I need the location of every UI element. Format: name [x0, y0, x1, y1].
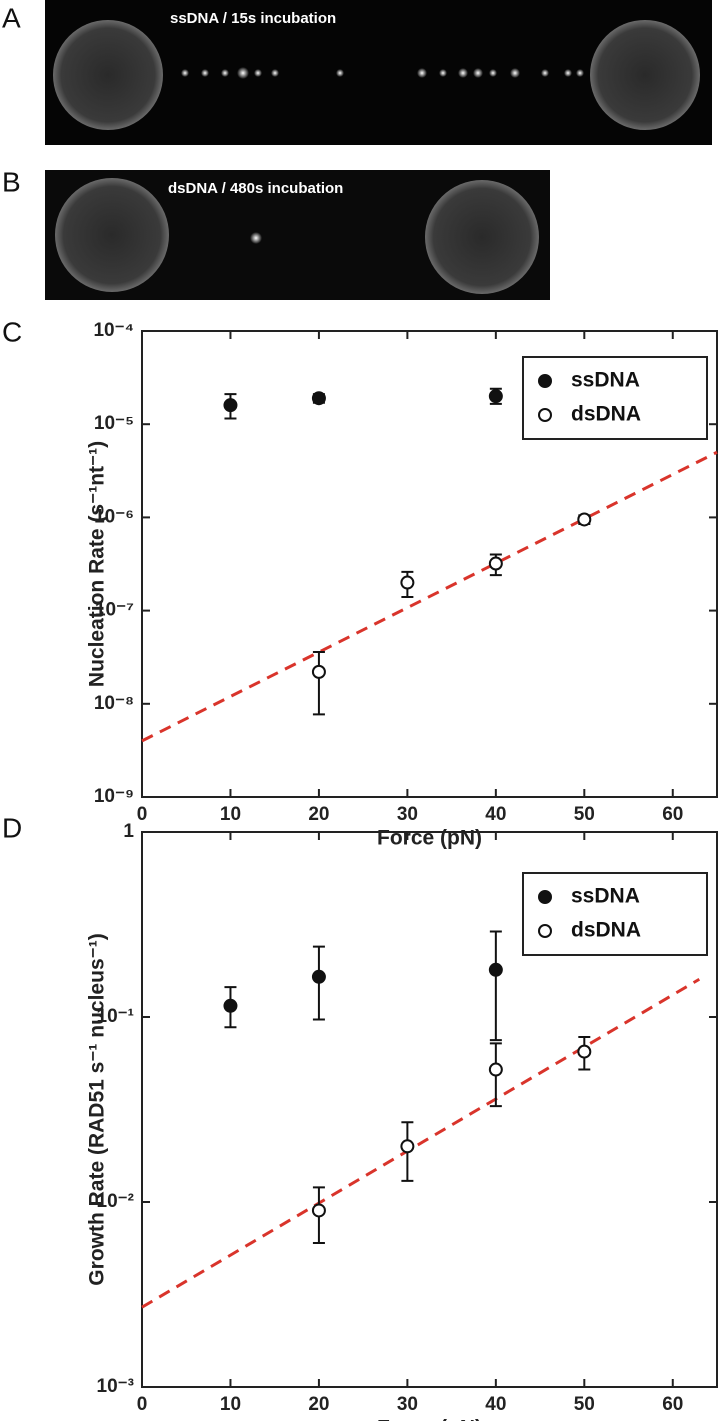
y-tick-label: 10⁻⁸ [94, 693, 134, 714]
panel-label: C [2, 316, 22, 347]
y-tick-label: 10⁻⁶ [94, 506, 134, 527]
legend-marker [538, 374, 552, 388]
y-tick-label: 10⁻³ [97, 1376, 135, 1397]
x-axis-title: Force (pN) [377, 827, 482, 850]
panel-label: A [2, 2, 21, 33]
marker [488, 389, 503, 404]
y-tick-label: 10⁻⁹ [94, 786, 134, 807]
legend-label: ssDNA [571, 885, 640, 908]
x-tick-label: 50 [574, 1394, 595, 1415]
legend-label: ssDNA [571, 369, 640, 392]
x-tick-label: 20 [308, 1394, 329, 1415]
x-tick-label: 40 [485, 1394, 506, 1415]
y-tick-label: 10⁻¹ [97, 1006, 135, 1027]
marker [488, 1062, 503, 1077]
y-tick-label: 10⁻⁷ [95, 600, 134, 621]
y-tick-label: 10⁻⁴ [93, 320, 134, 341]
x-tick-label: 60 [662, 804, 683, 825]
y-tick-label: 1 [123, 821, 134, 842]
y-tick-label: 10⁻⁵ [94, 413, 134, 434]
x-tick-label: 20 [308, 804, 329, 825]
error-bar [489, 930, 502, 1042]
y-axis-title: Growth Rate (RAD51 s⁻¹ nucleus⁻¹) [86, 933, 109, 1285]
legend-box [522, 872, 708, 956]
x-tick-label: 10 [220, 804, 241, 825]
plot-frame [141, 330, 718, 798]
x-tick-label: 10 [220, 1394, 241, 1415]
marker [488, 962, 503, 977]
image-label: ssDNA / 15s incubation [170, 10, 336, 27]
plot-frame [141, 831, 718, 1388]
marker [311, 391, 326, 406]
marker [311, 969, 326, 984]
error-bar [312, 650, 325, 716]
marker [311, 664, 326, 679]
panel-label: D [2, 812, 22, 843]
y-tick-label: 10⁻² [97, 1191, 135, 1212]
marker [577, 1044, 592, 1059]
micrograph-a: ssDNA / 15s incubation [45, 0, 712, 145]
legend-label: dsDNA [571, 919, 641, 942]
legend-marker [538, 924, 552, 938]
x-tick-label: 0 [137, 804, 148, 825]
x-tick-label: 40 [485, 804, 506, 825]
fit-line [141, 977, 701, 1309]
marker [577, 512, 592, 527]
legend-box [522, 356, 708, 440]
marker [400, 1139, 415, 1154]
legend-label: dsDNA [571, 403, 641, 426]
x-axis-title: Force (pN) [377, 1417, 482, 1421]
x-tick-label: 60 [662, 1394, 683, 1415]
x-tick-label: 0 [137, 1394, 148, 1415]
marker [223, 398, 238, 413]
x-tick-label: 30 [397, 804, 418, 825]
panel-label: B [2, 166, 21, 197]
fit-line [141, 450, 718, 743]
legend-marker [538, 408, 552, 422]
marker [400, 575, 415, 590]
marker [488, 556, 503, 571]
legend-marker [538, 890, 552, 904]
x-tick-label: 30 [397, 1394, 418, 1415]
x-tick-label: 50 [574, 804, 595, 825]
marker [311, 1203, 326, 1218]
marker [223, 998, 238, 1013]
image-label: dsDNA / 480s incubation [168, 180, 343, 197]
y-axis-title: Nucleation Rate (s⁻¹nt⁻¹) [86, 441, 109, 687]
micrograph-b: dsDNA / 480s incubation [45, 170, 550, 300]
